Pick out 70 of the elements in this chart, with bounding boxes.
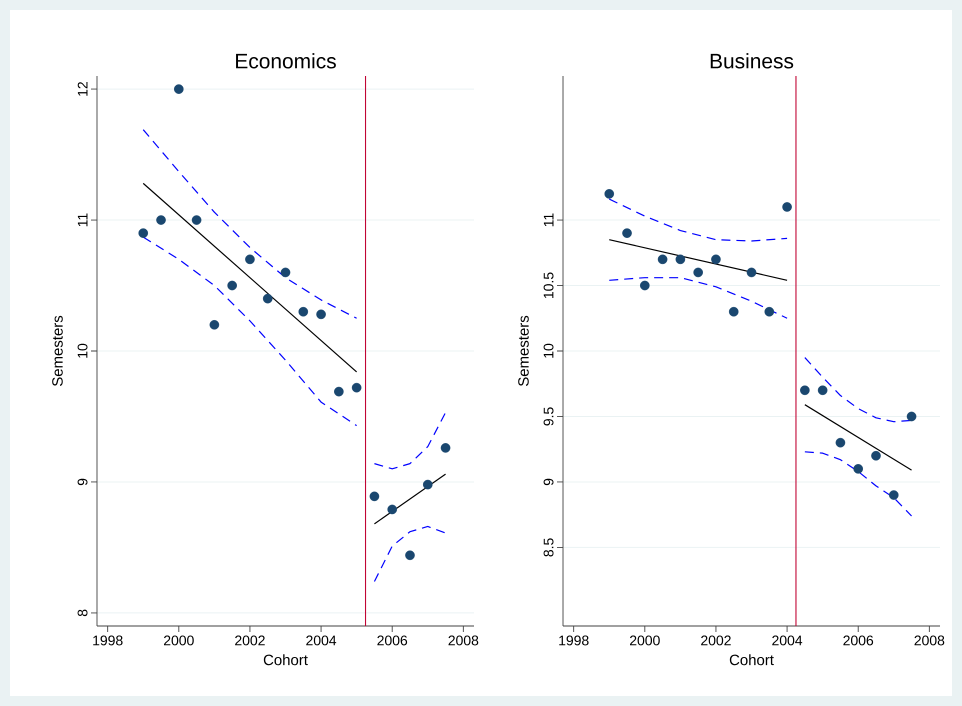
line-series	[608, 277, 788, 319]
y-tick-label: 11	[78, 213, 88, 226]
point	[298, 306, 308, 317]
point	[174, 84, 184, 94]
x-tick-label: 2006	[843, 636, 874, 646]
y-axis-title: Semesters	[52, 316, 63, 386]
point	[280, 268, 290, 278]
x-axis-title: Cohort	[264, 654, 308, 666]
x-tick-label: 2008	[914, 636, 944, 646]
y-tick-label: 11	[544, 213, 554, 226]
point	[764, 306, 774, 317]
point	[640, 280, 650, 290]
y-tick-label: 8	[78, 610, 88, 616]
point	[836, 438, 846, 448]
point	[138, 228, 148, 238]
point	[422, 480, 433, 490]
chart-title: Economics	[236, 53, 336, 68]
point	[693, 268, 703, 278]
y-tick-label: 8.5	[544, 538, 554, 557]
point	[440, 443, 450, 453]
y-tick-label: 9	[544, 478, 554, 486]
point	[604, 189, 614, 199]
point	[782, 202, 792, 212]
point	[746, 268, 756, 278]
point	[192, 215, 202, 225]
point	[676, 254, 686, 264]
point	[405, 550, 415, 560]
point	[658, 254, 668, 264]
point	[352, 382, 362, 392]
line-series	[142, 129, 358, 319]
point	[387, 504, 398, 514]
point	[334, 386, 344, 396]
x-tick-label: 2004	[772, 636, 802, 646]
x-tick-label: 2002	[701, 636, 731, 646]
point	[622, 228, 632, 238]
y-tick-label: 10.5	[544, 272, 554, 298]
point	[227, 280, 237, 290]
x-tick-label: 2000	[164, 636, 194, 646]
x-tick-label: 2006	[377, 636, 408, 646]
point	[370, 492, 380, 502]
point	[711, 254, 721, 264]
point	[888, 490, 899, 500]
x-tick-label: 2004	[306, 636, 336, 646]
x-tick-label: 2008	[448, 636, 478, 646]
point	[818, 385, 828, 396]
point	[906, 412, 916, 422]
y-tick-label: 9	[78, 478, 88, 486]
point	[316, 310, 326, 320]
line-series	[374, 412, 446, 470]
point	[871, 450, 881, 461]
y-tick-label: 12	[78, 82, 88, 96]
point	[245, 254, 255, 264]
x-axis-title: Cohort	[730, 654, 774, 666]
y-tick-label: 9.5	[544, 407, 554, 426]
x-tick-label: 1998	[93, 636, 123, 646]
chart-title: Business	[710, 53, 794, 68]
line-series	[374, 526, 446, 582]
line-series	[804, 451, 912, 517]
point	[156, 215, 166, 225]
point	[210, 320, 220, 330]
y-tick-label: 10	[544, 344, 554, 358]
point	[853, 464, 864, 474]
x-tick-label: 2002	[235, 636, 265, 646]
point	[728, 306, 739, 317]
x-tick-label: 2000	[630, 636, 660, 646]
y-tick-label: 10	[78, 344, 88, 358]
point	[262, 294, 273, 304]
x-tick-label: 1998	[559, 636, 589, 646]
point	[800, 385, 810, 396]
y-axis-title: Semesters	[518, 316, 529, 386]
